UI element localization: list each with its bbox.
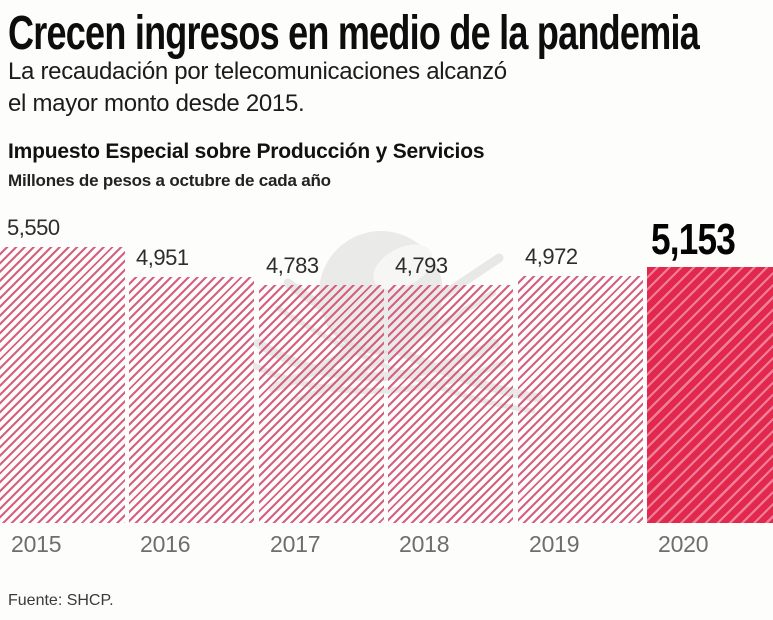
page-title: Crecen ingresos en medio de la pandemia — [8, 7, 700, 60]
year-label-2016: 2016 — [140, 531, 191, 557]
source-note: Fuente: SHCP. — [8, 592, 114, 609]
bar-value-2018: 4,793 — [395, 253, 448, 278]
year-label-2020: 2020 — [658, 531, 709, 557]
bar-2019 — [518, 276, 643, 523]
chart-title: Impuesto Especial sobre Producción y Ser… — [8, 140, 485, 163]
bar-value-2016: 4,951 — [136, 245, 189, 270]
bar-chart: 5,550 4,951 4,783 4,793 4,972 5,153 2015 2016 2… — [0, 215, 773, 560]
bar-2020 — [647, 267, 773, 523]
year-label-2015: 2015 — [11, 531, 62, 557]
year-label-2018: 2018 — [399, 531, 450, 557]
subtitle-line-1: La recaudación por telecomunicaciones al… — [8, 58, 507, 85]
year-label-2017: 2017 — [270, 531, 321, 557]
bar-2018 — [388, 285, 513, 523]
bar-value-2015: 5,550 — [7, 215, 60, 240]
chart-subtitle: Millones de pesos a octubre de cada año — [8, 171, 331, 190]
bar-2015 — [0, 247, 125, 523]
bar-2016 — [129, 277, 254, 523]
subtitle-line-2: el mayor monto desde 2015. — [8, 89, 305, 117]
bar-2017 — [259, 285, 384, 523]
page-subtitle: La recaudación por telecomunicaciones al… — [8, 56, 507, 119]
bar-value-2017: 4,783 — [266, 253, 319, 278]
bar-value-2019: 4,972 — [525, 244, 578, 269]
plot-area: 5,550 4,951 4,783 4,793 4,972 5,153 — [0, 215, 773, 523]
year-label-2019: 2019 — [529, 531, 580, 557]
bar-value-2020: 5,153 — [651, 215, 736, 264]
